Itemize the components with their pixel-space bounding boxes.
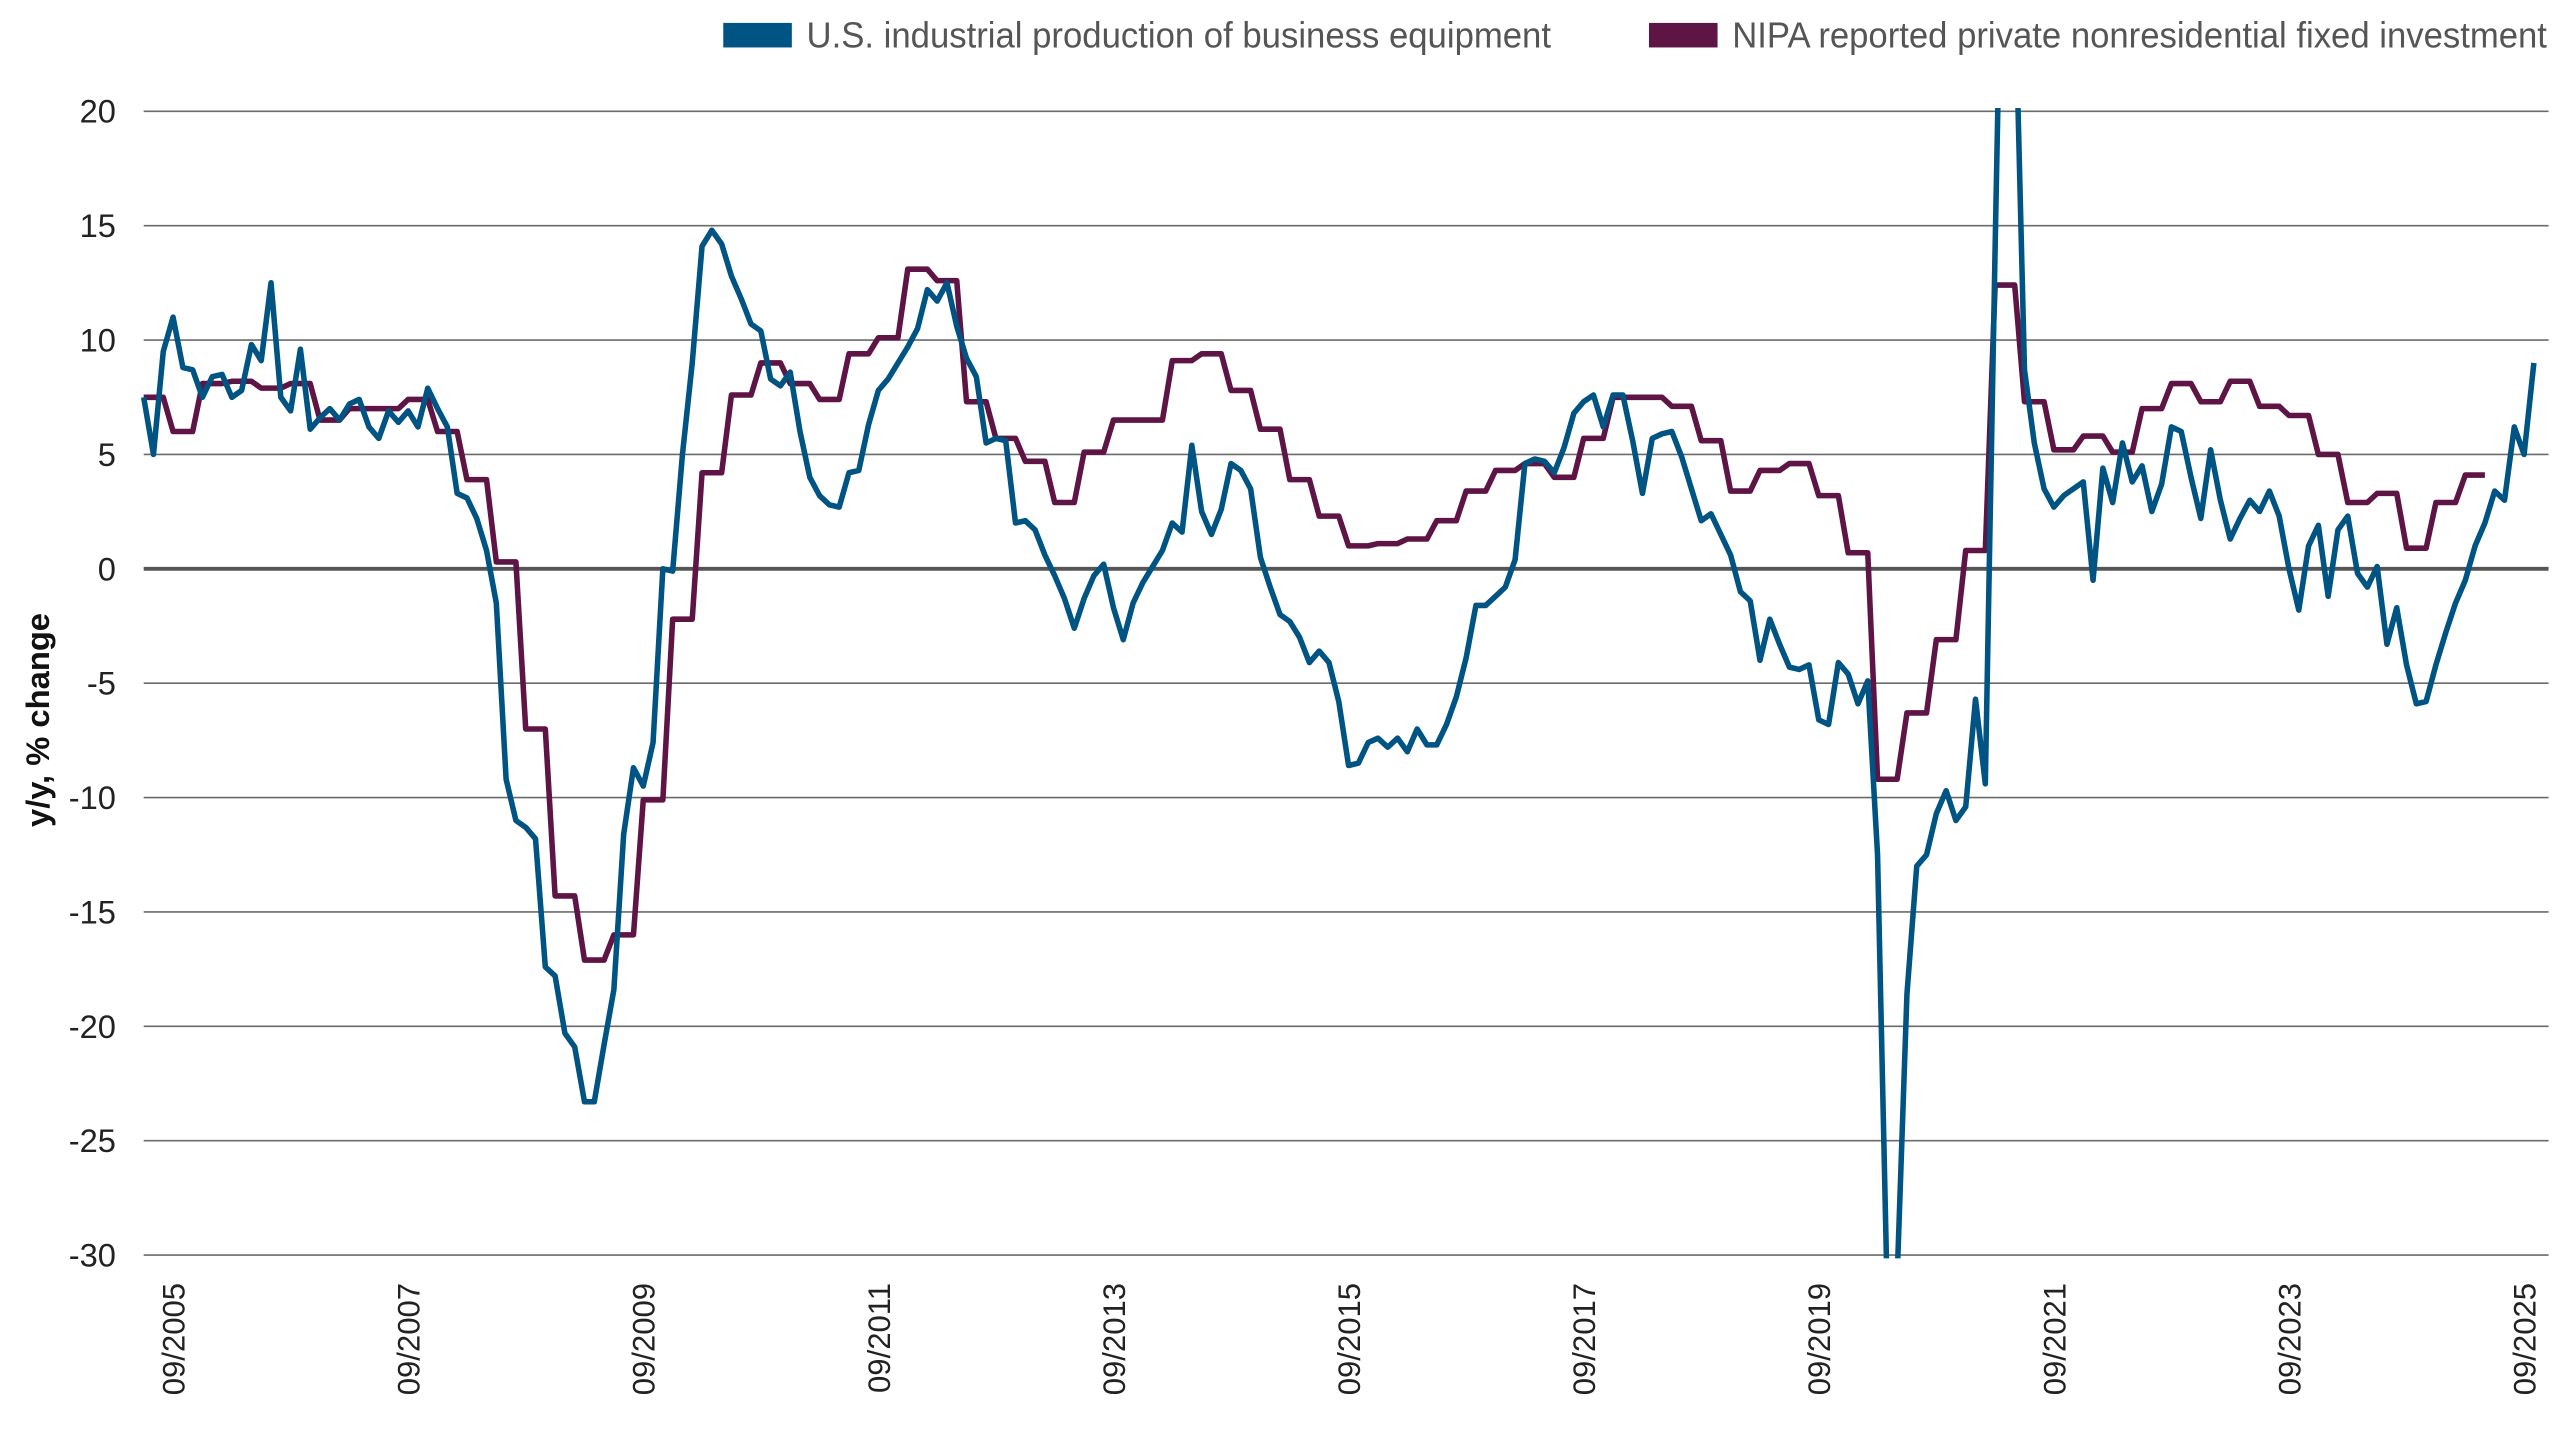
legend-swatch-nonresidential-investment xyxy=(1648,22,1718,48)
y-tick-label: -15 xyxy=(69,893,116,930)
y-tick-label: 0 xyxy=(98,550,116,587)
y-tick-label: -30 xyxy=(69,1237,116,1274)
x-tick-label: 09/2013 xyxy=(1097,1283,1132,1395)
legend-swatch-business-equipment xyxy=(723,22,792,48)
gridlines xyxy=(143,110,2549,1256)
x-tick-label: 09/2009 xyxy=(627,1283,662,1395)
x-tick-label: 09/2017 xyxy=(1567,1283,1602,1395)
legend-label-nonresidential-investment: NIPA reported private nonresidential fix… xyxy=(1732,14,2547,55)
legend-label-business-equipment: U.S. industrial production of business e… xyxy=(807,14,1551,55)
y-tick-label: 15 xyxy=(80,207,116,244)
x-tick-label: 09/2011 xyxy=(862,1283,897,1393)
x-tick-label: 09/2019 xyxy=(1802,1283,1837,1395)
x-tick-label: 09/2025 xyxy=(2508,1283,2543,1395)
x-tick-label: 09/2015 xyxy=(1332,1283,1367,1395)
y-axis-title: y/y, % change xyxy=(19,613,56,827)
y-tick-label: 10 xyxy=(80,321,116,358)
y-tick-label: -20 xyxy=(69,1008,116,1045)
x-tick-label: 09/2021 xyxy=(2037,1283,2072,1395)
y-tick-label: -5 xyxy=(87,665,116,702)
y-tick-label: -10 xyxy=(69,779,116,816)
plot-area xyxy=(140,108,2537,1259)
x-tick-label: 09/2005 xyxy=(157,1283,192,1395)
y-tick-label: -25 xyxy=(69,1122,116,1159)
x-tick-label: 09/2023 xyxy=(2272,1283,2307,1395)
y-tick-label: 20 xyxy=(80,93,116,130)
y-axis-tick-labels: 20 15 10 5 0 -5 -10 -15 -20 -25 -30 xyxy=(69,93,116,1274)
series-line-nonresidential-investment xyxy=(143,266,2485,963)
series-line-business-equipment xyxy=(140,108,2537,1259)
x-tick-label: 09/2007 xyxy=(392,1283,427,1395)
legend: U.S. industrial production of business e… xyxy=(723,14,2547,55)
x-axis-tick-labels: 09/2005 09/2007 09/2009 09/2011 09/2013 09/20… xyxy=(157,1283,2543,1395)
y-tick-label: 5 xyxy=(98,436,116,473)
